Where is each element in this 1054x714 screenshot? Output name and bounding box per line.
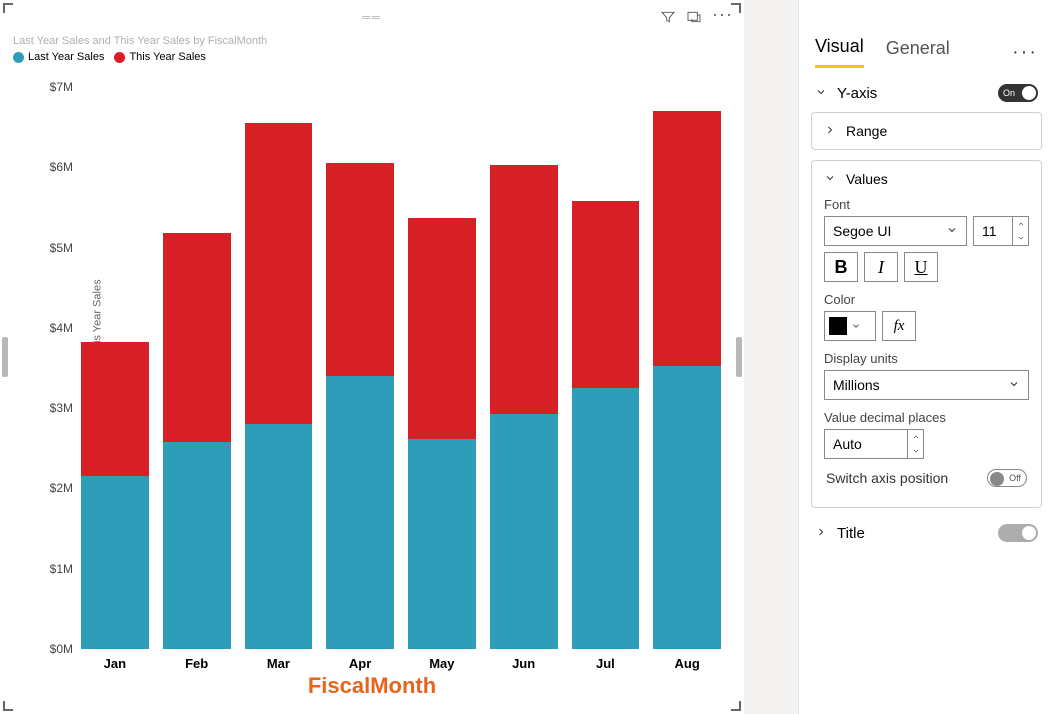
title-toggle[interactable] [998,524,1038,542]
display-units-value: Millions [833,377,880,393]
x-tick: Mar [245,656,313,671]
bar-may[interactable]: May [408,87,476,649]
bar-last-year [163,442,231,649]
font-family-select[interactable]: Segoe UI [824,216,967,246]
color-label: Color [824,292,1029,307]
tab-general[interactable]: General [886,38,950,67]
switch-axis-toggle[interactable]: Off [987,469,1027,487]
section-range[interactable]: Range [846,123,887,139]
bar-last-year [572,388,640,649]
x-tick: Apr [326,656,394,671]
y-tick: $1M [35,562,73,576]
bar-this-year [81,342,149,477]
bar-mar[interactable]: Mar [245,87,313,649]
bar-last-year [81,476,149,649]
bar-jul[interactable]: Jul [572,87,640,649]
underline-button[interactable]: U [904,252,938,282]
y-tick: $4M [35,321,73,335]
bar-last-year [653,366,721,649]
bold-button[interactable]: B [824,252,858,282]
bar-apr[interactable]: Apr [326,87,394,649]
bar-this-year [490,165,558,414]
filter-icon[interactable] [660,9,676,28]
fx-button[interactable]: fx [882,311,916,341]
legend-label-last-year: Last Year Sales [28,51,104,63]
stepper-up-icon[interactable] [1013,217,1028,231]
pane-more-icon[interactable]: ··· [1012,41,1038,64]
bar-last-year [245,424,313,649]
decimal-value: Auto [833,436,862,452]
x-axis-title: FiscalMonth [5,673,739,699]
bar-this-year [326,163,394,376]
stepper-down-icon[interactable] [1013,231,1028,245]
format-pane: Visual General ··· Y-axis On Range [798,0,1054,714]
legend-label-this-year: This Year Sales [129,51,205,63]
color-chip [829,317,847,335]
color-picker[interactable] [824,311,876,341]
x-tick: Jan [81,656,149,671]
toggle-label: On [1003,88,1015,98]
bar-feb[interactable]: Feb [163,87,231,649]
stepper-down-icon[interactable] [908,444,923,458]
bar-last-year [408,439,476,649]
font-label: Font [824,197,1029,212]
selection-handle-bl[interactable] [3,701,13,711]
section-y-axis[interactable]: Y-axis [837,85,877,102]
x-tick: Aug [653,656,721,671]
y-tick: $7M [35,80,73,94]
bar-jun[interactable]: Jun [490,87,558,649]
resize-handle-right[interactable] [736,337,742,377]
bar-this-year [408,218,476,439]
bar-this-year [163,233,231,442]
section-title[interactable]: Title [837,525,865,542]
display-units-select[interactable]: Millions [824,370,1029,400]
plot-area: JanFebMarAprMayJunJulAug $0M$1M$2M$3M$4M… [75,87,727,649]
chevron-down-icon[interactable] [824,171,838,187]
section-values[interactable]: Values [846,171,888,187]
font-size-stepper[interactable]: 11 [973,216,1029,246]
bar-aug[interactable]: Aug [653,87,721,649]
more-options-icon[interactable]: ··· [712,9,733,28]
stepper-up-icon[interactable] [908,430,923,444]
y-tick: $5M [35,241,73,255]
switch-axis-label: Switch axis position [826,470,948,486]
bar-this-year [572,201,640,388]
italic-button[interactable]: I [864,252,898,282]
toggle-label: Off [1009,473,1021,483]
chart-visual[interactable]: ══ ··· Last Year Sales and This Year Sal… [4,4,740,710]
drag-grip-icon[interactable]: ══ [11,12,733,24]
resize-handle-left[interactable] [2,337,8,377]
focus-mode-icon[interactable] [686,9,702,28]
legend-swatch-last-year [13,52,24,63]
font-size-value: 11 [982,223,997,239]
bar-this-year [245,123,313,424]
font-family-value: Segoe UI [833,223,891,239]
x-tick: Jul [572,656,640,671]
bar-last-year [490,414,558,649]
chart-title: Last Year Sales and This Year Sales by F… [5,31,739,49]
chart-legend: Last Year Sales This Year Sales [5,49,739,67]
x-tick: Jun [490,656,558,671]
decimal-places-stepper[interactable]: Auto [824,429,924,459]
display-units-label: Display units [824,351,1029,366]
bar-this-year [653,111,721,366]
y-tick: $0M [35,642,73,656]
decimal-label: Value decimal places [824,410,1029,425]
chevron-down-icon[interactable] [815,85,829,102]
y-tick: $6M [35,160,73,174]
x-tick: Feb [163,656,231,671]
chevron-right-icon[interactable] [824,123,838,139]
y-tick: $3M [35,401,73,415]
x-tick: May [408,656,476,671]
selection-handle-br[interactable] [731,701,741,711]
tab-visual[interactable]: Visual [815,36,864,68]
bar-last-year [326,376,394,649]
chevron-right-icon[interactable] [815,525,829,542]
y-tick: $2M [35,481,73,495]
y-axis-toggle[interactable]: On [998,84,1038,102]
bar-jan[interactable]: Jan [81,87,149,649]
legend-swatch-this-year [114,52,125,63]
